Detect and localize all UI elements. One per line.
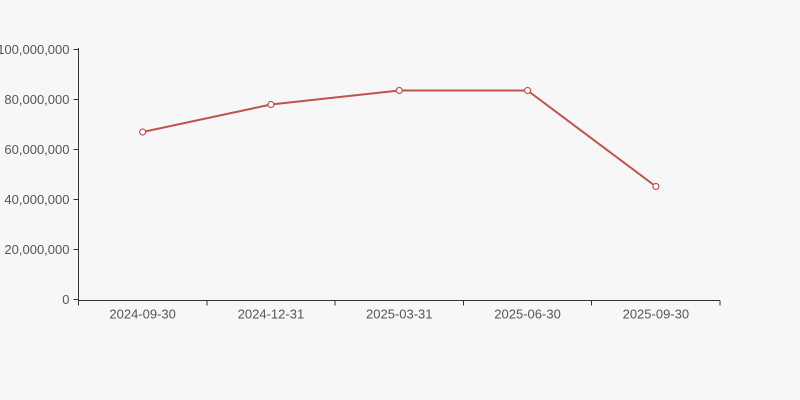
y-tick-label: 0 [62,292,69,307]
data-point-marker [267,100,275,109]
y-tick-label: 60,000,000 [4,142,69,157]
data-point-marker [395,86,403,95]
data-point-marker [523,86,532,95]
x-tick-label: 2025-06-30 [494,307,561,322]
x-tick-label: 2024-09-30 [109,307,176,322]
data-point-marker [652,182,660,191]
x-axis: 2024-09-30 2024-12-31 2025-03-31 2025-06-30… [78,300,721,322]
x-tick-label: 2025-03-31 [366,307,433,322]
y-tick-label: 40,000,000 [4,192,69,207]
y-axis: 0 20,000,000 40,000,000 60,000,000 80,000,00… [0,42,79,307]
series-group [139,86,660,191]
y-tick-label: 20,000,000 [4,242,69,257]
x-tick-label: 2024-12-31 [238,307,305,322]
y-tick-label: 80,000,000 [4,92,69,107]
data-point-marker [139,128,147,136]
y-tick-label: 100,000,000 [0,42,70,57]
x-tick-label: 2025-09-30 [623,307,690,322]
